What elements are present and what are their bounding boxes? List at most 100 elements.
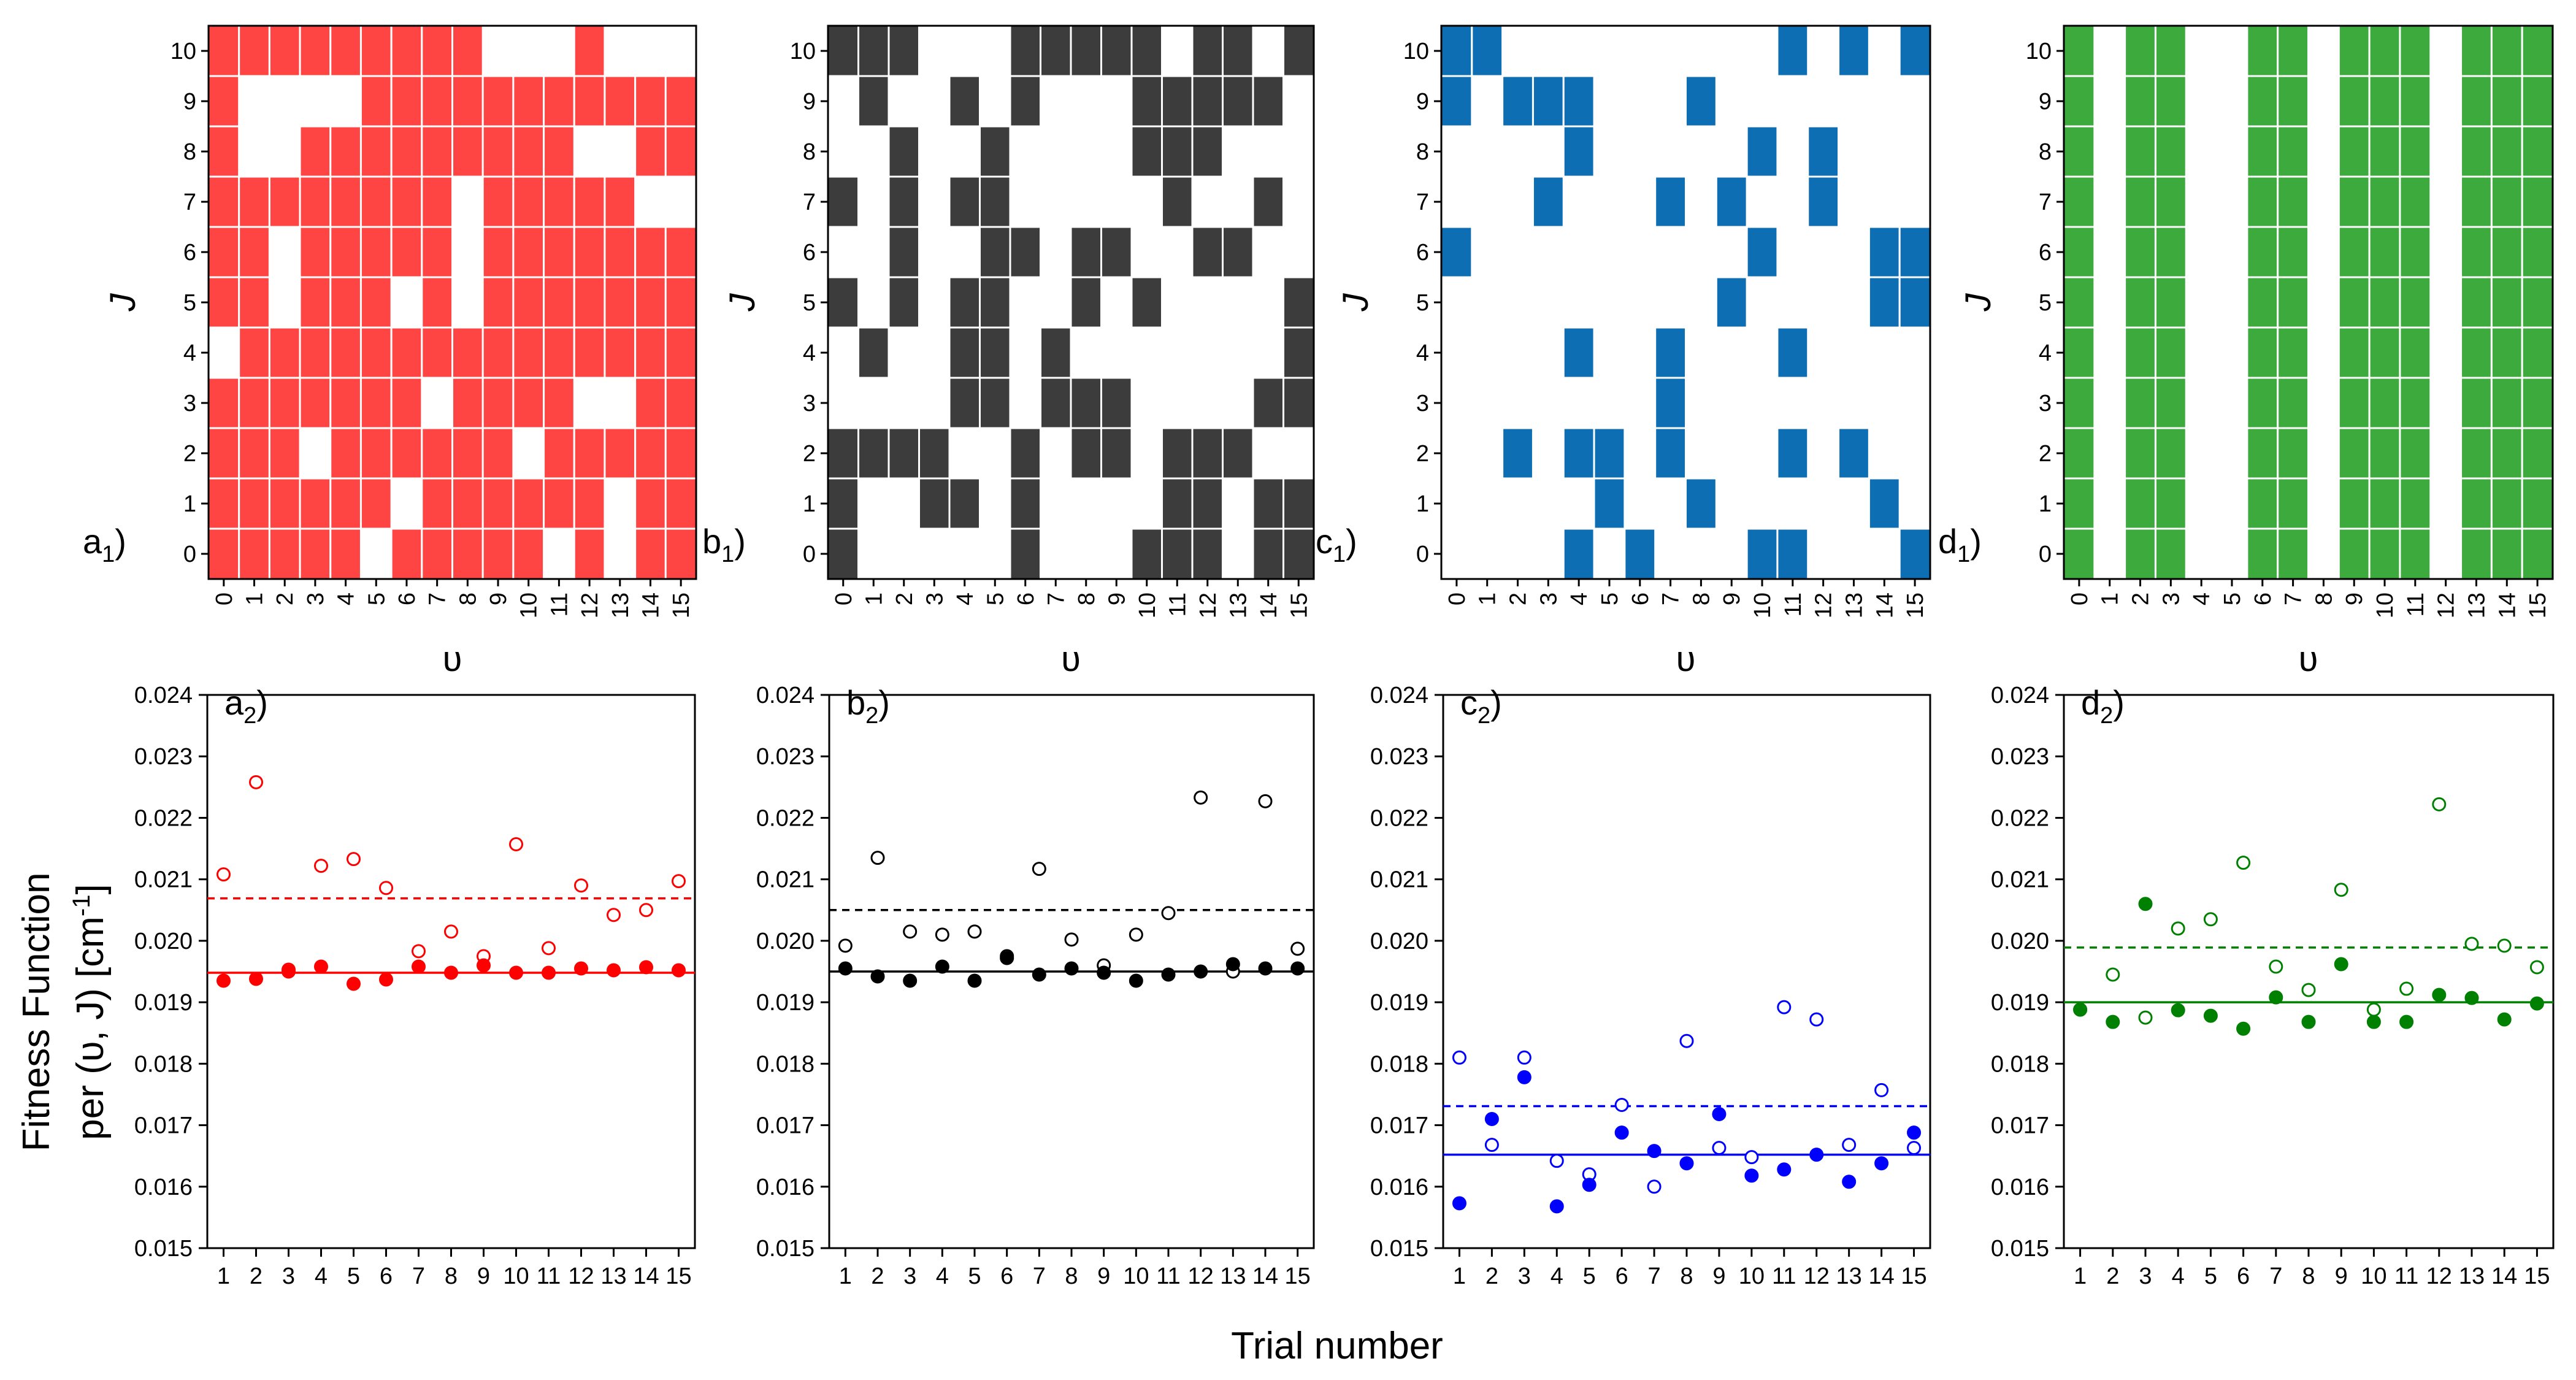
heatmap-cell [2337, 276, 2371, 329]
heatmap-cell [1252, 527, 1284, 580]
y-tick-label: 0.016 [1370, 1175, 1428, 1200]
x-tick-label: 13 [1841, 592, 1867, 618]
y-tick-label: 5 [2039, 290, 2052, 316]
data-point-filled [282, 964, 296, 979]
heatmap-cell [979, 125, 1011, 178]
heatmap-cell [2063, 427, 2096, 480]
data-point-filled [2203, 1008, 2218, 1023]
data-point-filled [1258, 961, 1273, 976]
heatmap-cell [2399, 75, 2432, 128]
heatmap-cell [207, 226, 240, 278]
x-tick-label: 10 [2372, 592, 2398, 618]
y-tick-label: 4 [2039, 340, 2052, 366]
data-point-filled [2399, 1014, 2414, 1029]
data-point-filled [2073, 1002, 2088, 1017]
x-tick-label: 3 [282, 1263, 295, 1289]
heatmap-cell [268, 175, 301, 228]
heatmap-cell [979, 276, 1011, 329]
heatmap-cell [948, 326, 981, 379]
y-tick-label: 8 [183, 139, 196, 165]
x-tick-label: 4 [315, 1263, 328, 1289]
heatmap-cell [2124, 427, 2156, 480]
y-tick-label: 3 [803, 391, 816, 416]
heatmap-cell [1685, 477, 1717, 530]
heatmap-cell [2063, 226, 2096, 278]
panel-label-sub: 1 [102, 542, 115, 567]
data-point-open [1161, 906, 1176, 921]
data-point-filled [1161, 967, 1176, 982]
scatter-d2: 0.015 0.016 0.017 0.018 0.019 0.020 0.021 0.022… [1991, 683, 2555, 1289]
heatmap-cell [1501, 75, 1534, 128]
heatmap-cell [2246, 175, 2279, 228]
x-tick-label: 7 [1043, 592, 1069, 605]
data-point-filled [347, 976, 361, 991]
x-tick-label: 15 [1285, 1263, 1311, 1289]
heatmap-cell [2154, 326, 2187, 379]
heatmap-cell [664, 226, 697, 278]
heatmap-cell [390, 175, 423, 228]
heatmap-cell [1100, 226, 1133, 278]
heatmap-cell [1130, 527, 1163, 580]
heatmap-cell [1040, 25, 1072, 77]
heatmap-cell [2246, 326, 2279, 379]
heatmap-cell [543, 276, 575, 329]
heatmap-cell [2490, 326, 2523, 379]
heatmap-cell [2337, 427, 2371, 480]
heatmap-cell [2399, 125, 2432, 178]
heatmap-cell [1562, 75, 1595, 128]
heatmap-cell [207, 276, 240, 329]
heatmap-cell [481, 477, 515, 530]
data-point-open [1712, 1141, 1727, 1156]
x-tick-label: 4 [2172, 1263, 2185, 1289]
x-tick-label: 2 [892, 592, 918, 605]
heatmap-cell [481, 175, 515, 228]
heatmap-cell [421, 477, 453, 530]
heatmap-cell [1009, 477, 1041, 530]
heatmap-cell [481, 226, 515, 278]
heatmap-cell [390, 226, 423, 278]
heatmap-cell [1898, 276, 1931, 329]
heatmap-cell [604, 226, 637, 278]
heatmap-cell [543, 427, 575, 480]
heatmap-cell [979, 377, 1011, 429]
heatmap-cell [359, 477, 393, 530]
heatmap-cell [1440, 25, 1473, 77]
heatmap-cell [948, 276, 981, 329]
heatmap-cell [238, 25, 270, 77]
heatmap-cell [359, 377, 393, 429]
x-tick-label: 7 [425, 592, 451, 605]
y-tick-label: 1 [1416, 491, 1429, 517]
heatmap-cell [1252, 75, 1284, 128]
heatmap-cell [1746, 527, 1779, 580]
x-tick-label: 5 [1583, 1263, 1596, 1289]
heatmap-cell [1161, 175, 1194, 228]
heatmap-cell [1807, 125, 1840, 178]
data-point-open [967, 924, 982, 939]
panel-label-letter: d [2081, 683, 2100, 722]
panel-label-letter: a [224, 683, 244, 722]
scatter-c2: 0.015 0.016 0.017 0.018 0.019 0.020 0.021 0.022… [1370, 683, 1931, 1289]
data-point-filled [249, 972, 263, 986]
x-tick-label: 7 [412, 1263, 425, 1289]
x-tick-label: 6 [2250, 592, 2276, 605]
heatmap-cell [2124, 226, 2156, 278]
heatmap-cell [2399, 276, 2432, 329]
y-tick-label: 1 [2039, 491, 2052, 517]
heatmap-cell [421, 125, 453, 178]
y-tick-label: 0.017 [1370, 1113, 1428, 1139]
heatmap-cell [2460, 226, 2493, 278]
heatmap-cell [1623, 527, 1657, 580]
y-tick-label: 0.015 [756, 1236, 815, 1262]
heatmap-cell [1191, 477, 1224, 530]
y-tick-label: 0.019 [756, 990, 815, 1016]
x-tick-label: 9 [2335, 1263, 2348, 1289]
heatmap-cell [2063, 377, 2096, 429]
data-point-open [2106, 967, 2120, 982]
heatmap-cell [2368, 477, 2401, 530]
x-tick-label: 15 [2524, 1263, 2550, 1289]
heatmap-cell [543, 75, 575, 128]
heatmap-cell [329, 477, 362, 530]
heatmap-cell [1009, 25, 1041, 77]
data-point-filled [1290, 961, 1305, 976]
heatmap-cell [512, 527, 545, 580]
